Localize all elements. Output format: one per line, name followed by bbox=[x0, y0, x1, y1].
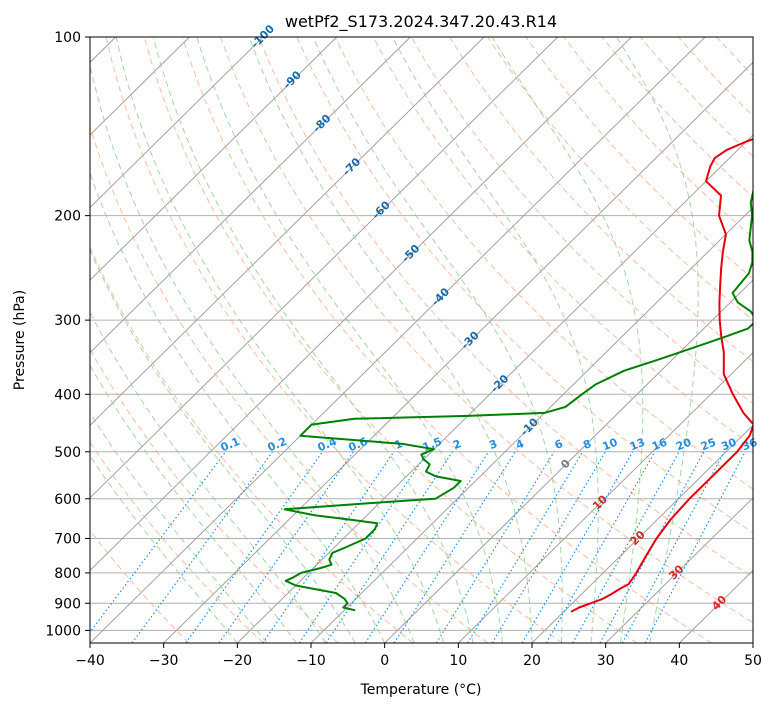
mixing-ratio-line bbox=[466, 451, 584, 643]
plot-frame bbox=[89, 36, 754, 644]
y-axis-title: Pressure (hPa) bbox=[12, 290, 28, 390]
mixing-ratio-line bbox=[435, 451, 555, 643]
isotherm-line bbox=[90, 37, 632, 572]
x-tick-label: −30 bbox=[149, 653, 179, 669]
y-tick-label: 300 bbox=[54, 313, 81, 329]
dry-adiabat-line bbox=[181, 37, 712, 643]
y-tick-label: 1000 bbox=[45, 623, 81, 639]
mixing-ratio-line bbox=[521, 451, 634, 643]
mixing-ratio-line bbox=[218, 451, 354, 643]
y-tick-label: 900 bbox=[54, 596, 81, 612]
x-tick-label: 40 bbox=[670, 653, 688, 669]
dry-adiabat-line bbox=[410, 37, 753, 405]
y-tick-label: 700 bbox=[54, 532, 81, 548]
y-tick-label: 600 bbox=[54, 492, 81, 508]
background-lines bbox=[90, 37, 753, 643]
dry-adiabat-line bbox=[487, 37, 753, 321]
mixing-ratio-label: 13 bbox=[628, 436, 647, 454]
mixing-ratio-label: 30 bbox=[719, 436, 738, 454]
moist-adiabat-line bbox=[248, 37, 533, 643]
mixing-ratio-label: 8 bbox=[581, 437, 593, 452]
isotherm-line bbox=[236, 134, 753, 643]
moist-adiabat-line bbox=[491, 37, 644, 643]
x-tick-label: 0 bbox=[380, 653, 389, 669]
mixing-ratio-label: 25 bbox=[699, 436, 718, 454]
dry-adiabat-line bbox=[296, 37, 753, 534]
mixing-ratio-label: 2 bbox=[451, 437, 463, 452]
y-tick-label: 200 bbox=[54, 209, 81, 225]
isotherm-line bbox=[90, 37, 706, 643]
isotherm-line bbox=[90, 37, 264, 209]
mixing-ratio-line bbox=[491, 451, 606, 643]
x-tick-label: −10 bbox=[296, 653, 326, 669]
moist-adiabat-line bbox=[152, 37, 474, 643]
mixing-ratio-label: 16 bbox=[650, 436, 669, 454]
isotherm-line bbox=[384, 279, 753, 643]
dry-adiabat-line bbox=[143, 37, 638, 643]
moist-adiabat-line bbox=[90, 311, 327, 643]
mixing-ratio-line bbox=[545, 451, 656, 643]
x-axis: −40 −30 −20 −10 0 10 20 30 40 50 bbox=[75, 643, 762, 669]
moist-adiabat-line bbox=[90, 455, 238, 643]
dry-adiabat-line bbox=[334, 37, 753, 490]
dry-adiabat-line bbox=[449, 37, 753, 363]
moist-adiabat-line bbox=[90, 364, 297, 643]
x-tick-label: 50 bbox=[744, 653, 762, 669]
moist-adiabat-line bbox=[90, 62, 415, 643]
mixing-ratio-line bbox=[621, 451, 725, 643]
isotherm-line bbox=[531, 424, 753, 643]
dry-adiabat-line bbox=[90, 348, 339, 643]
y-axis: 100 200 300 400 500 600 700 800 900 1000 bbox=[45, 30, 90, 639]
mixing-ratio-label: 20 bbox=[674, 436, 693, 454]
chart-title: wetPf2_S173.2024.347.20.43.R14 bbox=[285, 12, 557, 32]
x-tick-label: −40 bbox=[75, 653, 105, 669]
y-tick-label: 800 bbox=[54, 566, 81, 582]
dry-adiabat-line bbox=[90, 441, 264, 643]
x-tick-label: −20 bbox=[223, 653, 253, 669]
x-tick-label: 30 bbox=[597, 653, 615, 669]
isotherm-line bbox=[90, 37, 559, 499]
dry-adiabat-line bbox=[90, 246, 414, 643]
moist-adiabat-line bbox=[196, 37, 503, 643]
dry-adiabat-line bbox=[220, 37, 753, 624]
y-tick-label: 100 bbox=[54, 30, 81, 46]
moist-adiabat-line bbox=[90, 248, 356, 643]
isotherm-line bbox=[605, 497, 753, 643]
dry-adiabat-line bbox=[258, 37, 753, 578]
y-tick-label: 500 bbox=[54, 445, 81, 461]
moist-adiabat-line bbox=[312, 37, 563, 643]
mixing-ratio-line bbox=[393, 451, 516, 643]
dry-adiabat-line bbox=[372, 37, 753, 447]
moist-adiabat-line bbox=[616, 37, 699, 643]
mixing-ratio-line bbox=[572, 451, 680, 643]
isotherm-line bbox=[90, 37, 338, 281]
moist-adiabat-line bbox=[90, 411, 268, 643]
isotherm-line bbox=[90, 37, 485, 426]
dewpoint-profile-line bbox=[283, 187, 753, 612]
mixing-ratio-label: 3 bbox=[487, 437, 499, 452]
isotherm-line bbox=[90, 37, 411, 354]
temperature-profile-line bbox=[570, 138, 753, 613]
dry-adiabat-line bbox=[90, 125, 488, 643]
moist-adiabat-line bbox=[115, 37, 445, 643]
x-tick-label: 10 bbox=[449, 653, 467, 669]
isotherm-line bbox=[457, 351, 753, 643]
mixing-ratio-line bbox=[262, 451, 395, 643]
mixing-ratio-label: 36 bbox=[740, 436, 759, 454]
isotherm-line bbox=[310, 206, 753, 643]
isotherm-line bbox=[163, 61, 753, 643]
y-tick-label: 400 bbox=[54, 387, 81, 403]
mixing-ratio-label: 10 bbox=[600, 436, 619, 454]
x-axis-title: Temperature (°C) bbox=[360, 682, 482, 698]
series-lines bbox=[283, 138, 753, 613]
x-tick-label: 20 bbox=[523, 653, 541, 669]
dry-adiabat-line bbox=[105, 37, 563, 643]
